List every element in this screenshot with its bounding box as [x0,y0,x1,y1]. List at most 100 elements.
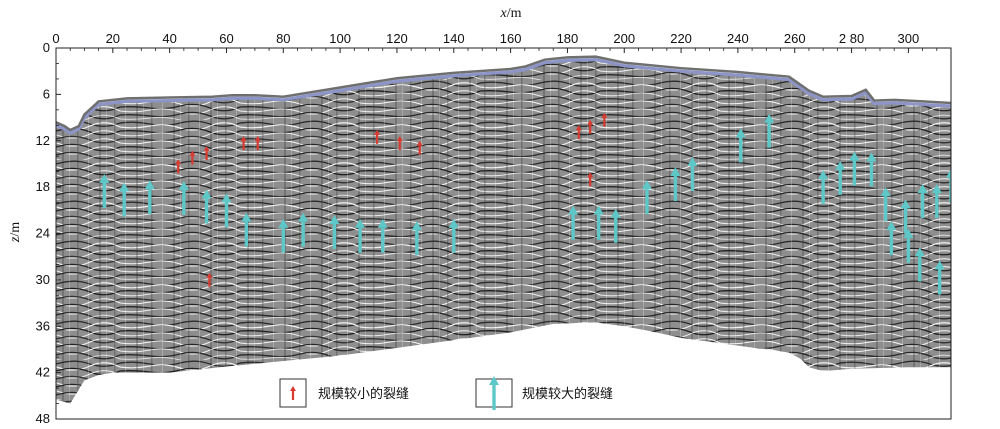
large-fracture-marker-12-shaft [415,230,419,256]
y-tick-label-18: 18 [36,179,50,194]
large-fracture-marker-32 [931,184,942,219]
small-fracture-marker-12 [206,272,213,287]
x-tick-label-0: 0 [52,31,59,46]
ground-surface-line [56,57,951,135]
large-fracture-marker-23 [835,160,846,195]
small-fracture-marker-7-shaft [418,145,421,155]
large-fracture-marker-21 [764,113,775,148]
large-fracture-marker-2 [144,180,155,215]
large-fracture-marker-19 [687,156,698,191]
large-fracture-marker-25 [866,152,877,187]
large-fracture-marker-15-head [593,205,604,215]
x-tick-label-160: 160 [500,31,522,46]
large-fracture-marker-13-shaft [452,227,456,253]
large-fracture-marker-8-shaft [301,221,305,247]
large-fracture-marker-33-head [934,260,945,270]
large-fracture-marker-13-head [448,218,459,228]
large-fracture-marker-15 [593,205,604,240]
large-fracture-marker-23-head [835,160,846,170]
large-fracture-marker-26-head [880,187,891,197]
large-fracture-marker-20-shaft [739,137,743,163]
large-fracture-marker-19-head [687,156,698,166]
x-tick-label-60: 60 [219,31,233,46]
large-fracture-marker-26 [880,187,891,222]
legend-entry-large-fractures: 规模较大的裂缝 [475,376,613,410]
large-fracture-marker-0-head [99,173,110,183]
x-axis-unit: /m [507,6,522,21]
small-fracture-marker-0 [175,159,182,174]
small-fracture-marker-1-head [189,150,196,156]
small-fracture-marker-6-head [396,136,403,142]
y-tick-label-0: 0 [43,40,50,55]
x-tick-label-260: 260 [784,31,806,46]
large-fracture-marker-30-shaft [918,256,922,282]
ground-surface-top-line [56,55,951,132]
large-fracture-marker-21-head [764,113,775,123]
large-fracture-marker-7 [278,218,289,253]
x-tick-label-20: 20 [106,31,120,46]
small-fracture-marker-12-head [206,272,213,278]
plot-area [56,55,951,404]
large-fracture-marker-5 [221,193,232,228]
large-fracture-marker-24-shaft [852,160,857,186]
large-fracture-marker-29 [903,228,914,263]
large-fracture-marker-6-head [241,212,252,222]
x-tick-label-280: 2 80 [839,31,864,46]
large-fracture-marker-27-shaft [889,230,894,256]
large-fracture-marker-17 [641,180,652,215]
small-fracture-marker-10 [601,112,608,127]
large-fracture-marker-28-shaft [903,208,908,234]
legend-small-arrow-head [290,386,296,391]
large-fracture-marker-16 [610,208,621,243]
legend-large-label: 规模较大的裂缝 [522,386,613,402]
x-tick-label-220: 220 [670,31,692,46]
large-fracture-marker-0-shaft [102,182,107,208]
small-fracture-marker-1 [189,150,196,165]
large-fracture-marker-29-shaft [906,237,911,263]
large-fracture-marker-8 [298,212,309,247]
large-fracture-marker-24-head [849,151,860,161]
large-fracture-marker-18-shaft [673,176,678,202]
large-fracture-marker-26-shaft [883,196,888,222]
large-fracture-marker-5-shaft [224,202,229,228]
large-fracture-marker-8-head [298,212,309,222]
small-fracture-marker-5 [374,129,381,144]
x-tick-label-300: 300 [898,31,920,46]
large-fracture-marker-22-head [818,170,829,180]
large-fracture-marker-9-shaft [332,223,337,249]
large-fracture-marker-11-shaft [381,227,385,253]
y-axis: 0 6 12 18 24 30 36 42 48 [36,40,61,426]
large-fracture-marker-22-shaft [821,179,825,205]
y-tick-label-42: 42 [36,365,50,380]
large-fracture-marker-5-head [221,193,232,203]
x-tick-label-200: 200 [613,31,635,46]
large-fracture-marker-3-shaft [182,189,186,215]
large-fracture-marker-18-head [670,167,681,177]
large-fracture-marker-29-head [903,228,914,238]
large-fracture-marker-16-head [610,208,621,218]
x-tick-label-100: 100 [329,31,351,46]
large-fracture-marker-10-head [355,218,366,228]
large-fracture-marker-31 [917,184,928,219]
y-axis-unit: /m [8,222,23,237]
small-fracture-marker-11-shaft [589,177,592,187]
small-fracture-marker-5-head [374,129,381,135]
x-axis-title: x/m [500,6,522,21]
large-fracture-marker-30 [914,247,925,282]
legend-small-arrow-icon [290,386,296,400]
large-fracture-marker-4-shaft [204,198,209,224]
small-fracture-marker-3-shaft [242,141,245,151]
small-fracture-marker-7-head [416,140,423,146]
x-axis: 0 20 40 60 80 100 120 140 160 180 200 220 240 260 2 80… [52,31,938,53]
large-fracture-marker-1-shaft [122,191,126,217]
large-fracture-marker-1 [119,182,130,217]
legend-large-arrow [489,376,499,410]
large-fracture-marker-31-shaft [920,193,925,219]
small-fracture-marker-7 [416,140,423,155]
small-fracture-marker-6-shaft [398,141,401,151]
x-axis-variable: x [500,6,508,21]
x-tick-label-80: 80 [276,31,290,46]
small-fracture-marker-2-head [203,146,210,152]
large-fracture-marker-9 [329,214,340,249]
